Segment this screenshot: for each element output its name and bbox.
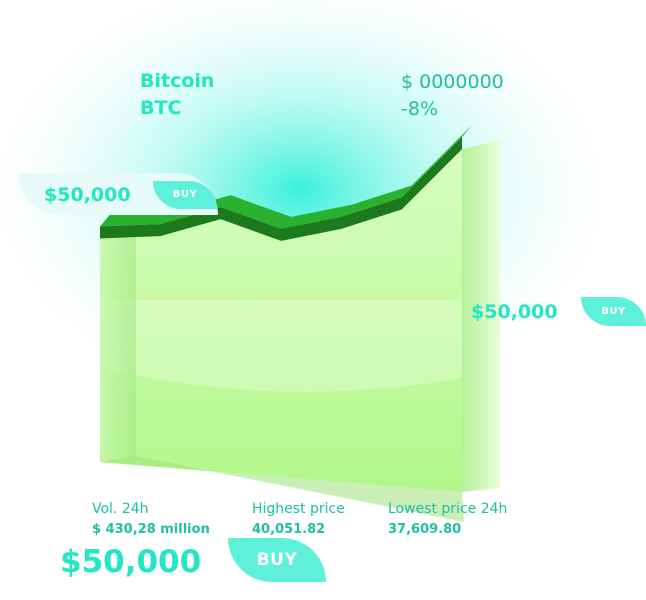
area-body <box>100 149 462 493</box>
current-price: $ 0000000 <box>401 71 504 93</box>
area-left-face <box>100 228 136 462</box>
stat-label-volume: Vol. 24h <box>92 501 149 517</box>
offer-price-1: $50,000 <box>44 184 131 206</box>
stat-value-volume: $ 430,28 million <box>92 522 210 537</box>
offer-price-2: $50,000 <box>471 301 558 323</box>
offer-price-3: $50,000 <box>60 544 202 580</box>
line-ribbon-front <box>100 137 462 241</box>
stat-value-lowest: 37,609.80 <box>388 522 462 537</box>
stat-label-lowest: Lowest price 24h <box>388 501 508 517</box>
coin-name: Bitcoin <box>140 70 215 92</box>
stat-label-highest: Highest price <box>252 501 345 517</box>
area-right-face <box>462 140 500 492</box>
coin-ticker: BTC <box>140 97 182 119</box>
stat-value-highest: 40,051.82 <box>252 522 326 537</box>
price-change: -8% <box>401 98 438 120</box>
area-bottom-face <box>100 456 464 522</box>
line-ribbon-top <box>100 125 472 229</box>
area-highlight <box>100 300 462 392</box>
